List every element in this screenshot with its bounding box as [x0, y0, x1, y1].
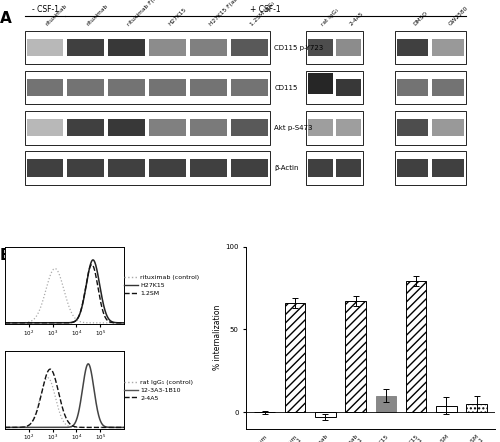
- Bar: [432, 119, 464, 137]
- Bar: [376, 396, 396, 412]
- Y-axis label: Cell counts: Cell counts: [0, 264, 2, 307]
- Bar: [336, 39, 360, 56]
- Text: B: B: [0, 248, 12, 263]
- Bar: [149, 160, 186, 177]
- Bar: [190, 160, 227, 177]
- Text: GW2580: GW2580: [448, 5, 469, 27]
- Bar: [24, 111, 270, 145]
- Bar: [394, 71, 466, 104]
- Bar: [68, 119, 104, 137]
- Bar: [108, 119, 145, 137]
- Text: rat IgG₁: rat IgG₁: [320, 8, 340, 27]
- Bar: [149, 119, 186, 137]
- Bar: [230, 160, 268, 177]
- Bar: [394, 151, 466, 185]
- Bar: [26, 160, 64, 177]
- Text: A: A: [0, 11, 12, 26]
- Text: Akt p-S473: Akt p-S473: [274, 125, 313, 131]
- Bar: [68, 79, 104, 96]
- Text: rituximab: rituximab: [45, 4, 68, 27]
- Bar: [345, 301, 366, 412]
- Bar: [24, 71, 270, 104]
- Bar: [396, 119, 428, 137]
- Text: β-Actin: β-Actin: [274, 165, 299, 171]
- Text: DMSO: DMSO: [412, 11, 428, 27]
- Text: rituximab: rituximab: [86, 4, 110, 27]
- Bar: [315, 412, 336, 417]
- Bar: [306, 71, 362, 104]
- Bar: [190, 39, 227, 56]
- Bar: [308, 39, 332, 56]
- Text: 2-4A5: 2-4A5: [348, 11, 364, 27]
- Bar: [308, 160, 332, 177]
- Bar: [68, 160, 104, 177]
- Bar: [406, 282, 426, 412]
- Bar: [149, 79, 186, 96]
- Text: H27K15: H27K15: [168, 7, 188, 27]
- Bar: [466, 404, 487, 412]
- Text: CD115 p-Y723: CD115 p-Y723: [274, 45, 324, 50]
- Bar: [108, 39, 145, 56]
- Bar: [436, 406, 457, 412]
- Legend: rituximab (control), H27K15, 1.2SM: rituximab (control), H27K15, 1.2SM: [124, 275, 199, 296]
- Bar: [26, 79, 64, 96]
- Bar: [230, 79, 268, 96]
- Bar: [230, 119, 268, 137]
- Bar: [190, 79, 227, 96]
- Text: + CSF-1: + CSF-1: [250, 4, 281, 14]
- Bar: [149, 39, 186, 56]
- Bar: [308, 119, 332, 137]
- Bar: [432, 160, 464, 177]
- Bar: [26, 119, 64, 137]
- Text: 1.2SM IgG₁: 1.2SM IgG₁: [249, 0, 276, 27]
- Bar: [432, 39, 464, 56]
- Bar: [108, 79, 145, 96]
- Bar: [68, 39, 104, 56]
- Bar: [336, 160, 360, 177]
- Bar: [306, 31, 362, 64]
- Bar: [396, 39, 428, 56]
- Legend: rat IgG₁ (control), 12-3A3-1B10, 2-4A5: rat IgG₁ (control), 12-3A3-1B10, 2-4A5: [124, 379, 193, 400]
- Text: rituximab F(ab')₂: rituximab F(ab')₂: [126, 0, 165, 27]
- Bar: [190, 119, 227, 137]
- Bar: [284, 303, 305, 412]
- Text: - CSF-1: - CSF-1: [32, 4, 58, 14]
- Bar: [336, 79, 360, 96]
- Bar: [306, 151, 362, 185]
- Bar: [24, 31, 270, 64]
- Bar: [26, 39, 64, 56]
- Bar: [24, 151, 270, 185]
- Bar: [394, 111, 466, 145]
- Text: CD115: CD115: [274, 85, 298, 91]
- Bar: [308, 73, 332, 95]
- Bar: [394, 31, 466, 64]
- Bar: [336, 119, 360, 137]
- Y-axis label: % internalization: % internalization: [214, 305, 222, 370]
- Bar: [396, 160, 428, 177]
- Text: H27K15 F(ab')₂: H27K15 F(ab')₂: [208, 0, 244, 27]
- Bar: [306, 111, 362, 145]
- Bar: [396, 79, 428, 96]
- Bar: [230, 39, 268, 56]
- Bar: [432, 79, 464, 96]
- Bar: [108, 160, 145, 177]
